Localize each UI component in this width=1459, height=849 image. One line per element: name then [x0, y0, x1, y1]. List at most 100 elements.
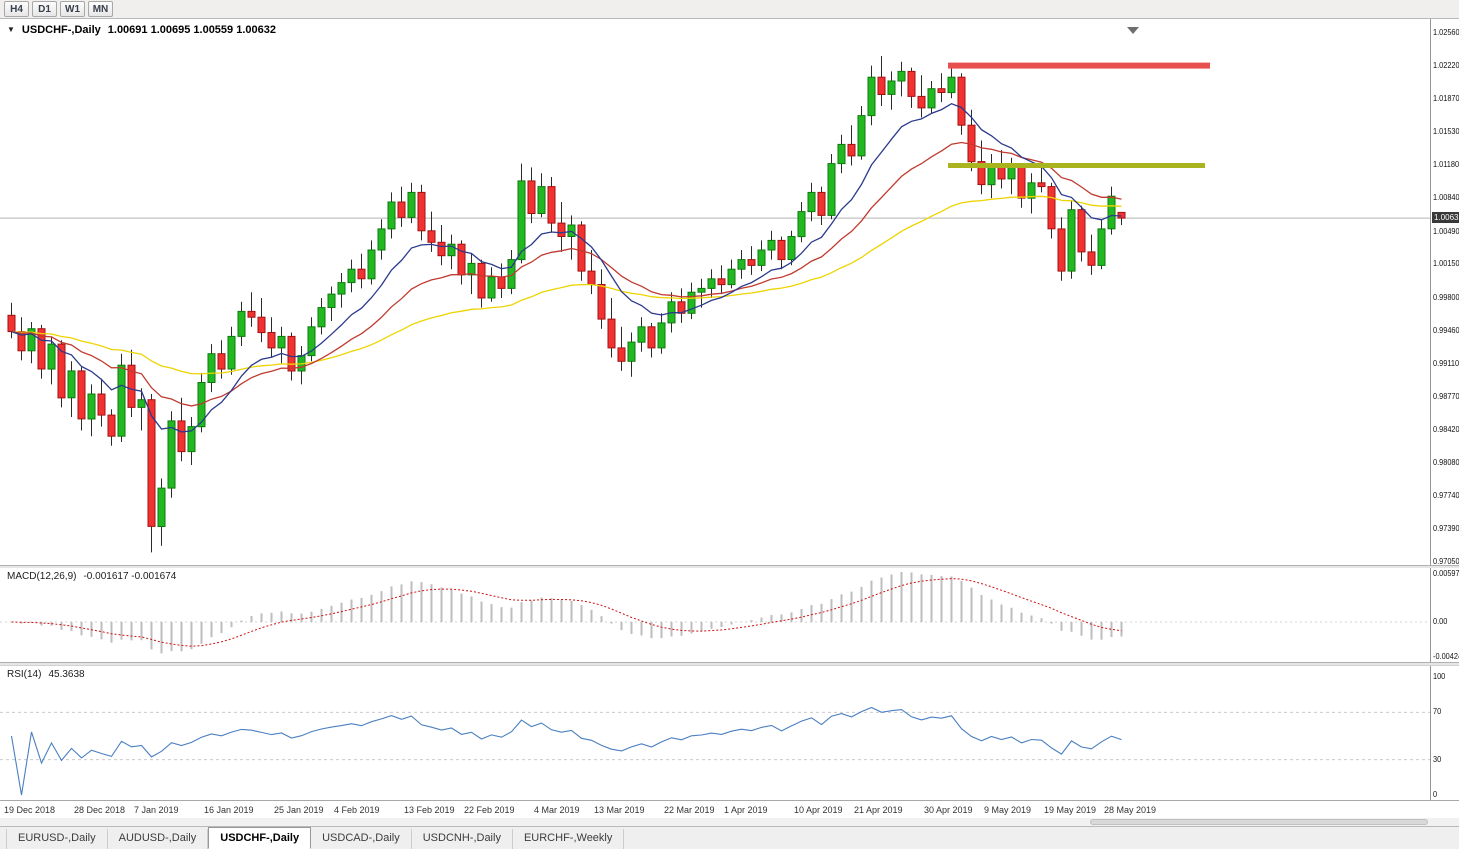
candle	[87, 384, 96, 437]
candle	[487, 267, 496, 302]
candle	[1067, 200, 1076, 279]
date-axis-label: 13 Feb 2019	[404, 805, 455, 815]
candle	[887, 71, 896, 110]
tab-audusd-daily[interactable]: AUDUSD-,Daily	[108, 829, 209, 849]
price-axis: 1.00632 1.02560 1.02220 1.01870 1.01530 1.01…	[1430, 19, 1459, 566]
candle	[937, 73, 946, 103]
candle	[587, 250, 596, 295]
candle	[247, 292, 256, 327]
candle	[7, 302, 16, 339]
date-axis-label: 22 Feb 2019	[464, 805, 515, 815]
candle	[967, 109, 976, 172]
candle	[167, 411, 176, 498]
candle	[867, 65, 876, 126]
date-axis-label: 4 Feb 2019	[334, 805, 380, 815]
candle	[767, 230, 776, 260]
candle	[17, 317, 26, 361]
rsi-axis-label: 100	[1433, 672, 1446, 681]
tab-usdcnh-daily[interactable]: USDCNH-,Daily	[412, 829, 513, 849]
date-axis-label: 22 Mar 2019	[664, 805, 715, 815]
macd-axis-label: 0.00	[1433, 617, 1448, 626]
price-chart-panel: ▼ USDCHF-,Daily 1.00691 1.00695 1.00559 …	[0, 19, 1459, 566]
candle	[57, 340, 66, 408]
panel-splitter[interactable]	[0, 662, 1459, 666]
candle	[627, 332, 636, 377]
candle	[477, 259, 486, 308]
candle	[397, 186, 406, 227]
date-axis-label: 7 Jan 2019	[134, 805, 179, 815]
price-axis-label: 0.98420	[1433, 425, 1459, 435]
macd-axis-label: 0.00597	[1433, 569, 1459, 578]
rsi-axis-label: 0	[1433, 790, 1438, 799]
candle	[727, 259, 736, 289]
rsi-axis-label: 30	[1433, 754, 1442, 764]
candle	[1047, 182, 1056, 239]
resistance-line[interactable]	[948, 62, 1210, 69]
price-axis-label: 1.00150	[1433, 259, 1459, 269]
candle	[557, 202, 566, 252]
candle	[357, 253, 366, 289]
candle	[187, 417, 196, 465]
candle	[537, 173, 546, 218]
candle	[917, 75, 926, 118]
chart-shift-marker-icon[interactable]	[1127, 27, 1139, 34]
candle	[447, 234, 456, 270]
candle	[137, 388, 146, 431]
macd-axis-label: -0.00424	[1433, 652, 1459, 661]
candle	[717, 265, 726, 295]
chart-symbol-label: USDCHF-,Daily	[21, 24, 101, 36]
candle	[437, 225, 446, 266]
candle	[227, 326, 236, 375]
support-line[interactable]	[948, 163, 1205, 168]
price-axis-label: 0.99460	[1433, 325, 1459, 335]
candle	[987, 154, 996, 199]
macd-chart[interactable]	[0, 568, 1430, 662]
price-axis-label: 1.01180	[1433, 160, 1459, 170]
timeframe-w1-button[interactable]: W1	[60, 1, 85, 17]
candle	[367, 240, 376, 285]
tab-usdcad-daily[interactable]: USDCAD-,Daily	[311, 829, 412, 849]
timeframe-h4-button[interactable]: H4	[4, 1, 29, 17]
price-axis-label: 1.02220	[1433, 60, 1459, 70]
candle	[77, 367, 86, 431]
candle	[417, 184, 426, 241]
candlestick-chart[interactable]	[0, 19, 1430, 565]
tab-eurusd-daily[interactable]: EURUSD-,Daily	[6, 829, 108, 849]
price-axis-label: 0.97390	[1433, 524, 1459, 534]
tab-usdchf-daily[interactable]: USDCHF-,Daily	[208, 827, 312, 849]
horizontal-scrollbar[interactable]	[0, 818, 1459, 826]
candle	[797, 202, 806, 243]
price-axis-label: 1.00490	[1433, 226, 1459, 236]
rsi-axis-label: 70	[1433, 707, 1442, 717]
candle	[567, 215, 576, 260]
rsi-chart[interactable]	[0, 666, 1430, 800]
candle	[1017, 163, 1026, 208]
candle	[707, 269, 716, 298]
chart-collapse-icon[interactable]: ▼	[7, 25, 15, 34]
candle	[307, 317, 316, 362]
tab-eurchf-weekly[interactable]: EURCHF-,Weekly	[513, 829, 625, 849]
panel-splitter[interactable]	[0, 565, 1459, 568]
price-axis-label: 0.98080	[1433, 458, 1459, 468]
candle	[127, 349, 136, 417]
scrollbar-thumb[interactable]	[1090, 819, 1428, 825]
rsi-value: 45.3638	[48, 669, 85, 680]
candle	[787, 230, 796, 266]
rsi-axis: 100 70 30 0	[1430, 666, 1459, 800]
date-axis-label: 19 Dec 2018	[4, 805, 56, 815]
candle	[997, 150, 1006, 189]
chart-tab-bar: EURUSD-,Daily AUDUSD-,Daily USDCHF-,Dail…	[0, 826, 1459, 849]
candle	[1077, 205, 1086, 262]
date-axis-label: 10 Apr 2019	[794, 805, 843, 815]
candle	[697, 278, 706, 308]
candle	[807, 182, 816, 222]
date-axis-label: 21 Apr 2019	[854, 805, 903, 815]
timeframe-mn-button[interactable]: MN	[88, 1, 113, 17]
candle	[877, 56, 886, 106]
candle	[457, 240, 466, 285]
timeframe-d1-button[interactable]: D1	[32, 1, 57, 17]
candle	[747, 246, 756, 275]
candle	[237, 301, 246, 346]
date-axis-label: 16 Jan 2019	[204, 805, 254, 815]
